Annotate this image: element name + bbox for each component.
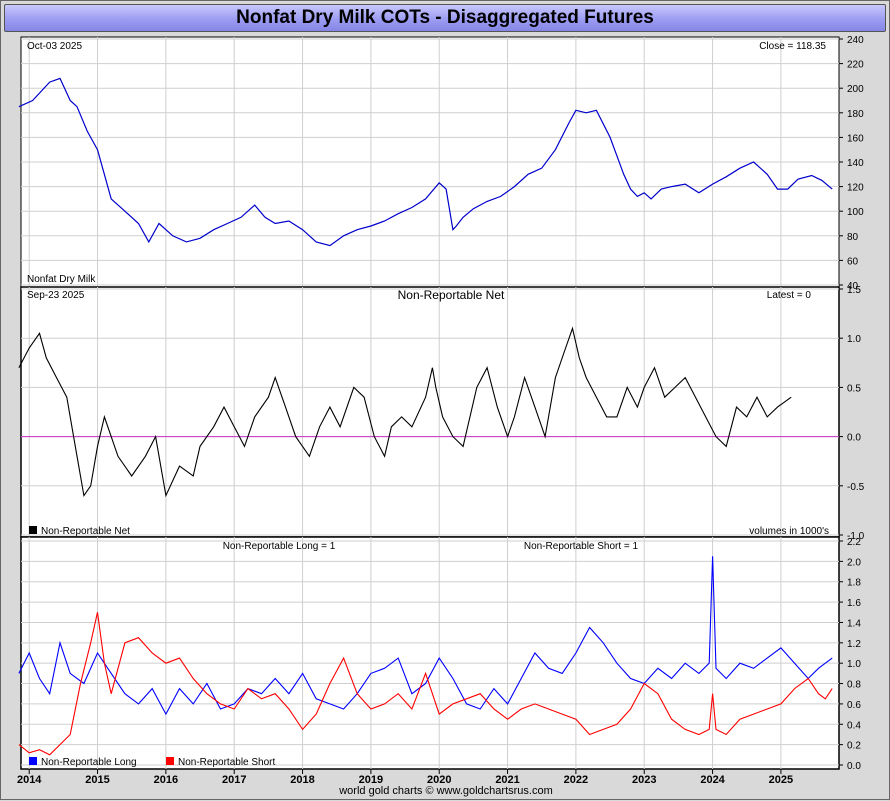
- y-tick-label: 0.5: [847, 383, 861, 394]
- x-tick-label: 2017: [222, 774, 246, 786]
- long-legend-swatch: [29, 757, 37, 765]
- y-tick-label: 80: [847, 232, 859, 243]
- y-tick-label: 1.0: [847, 659, 861, 670]
- long-short-grid: [21, 537, 839, 769]
- y-tick-label: 220: [847, 60, 864, 71]
- net-series-line: [18, 326, 792, 498]
- price-grid: [21, 37, 839, 287]
- y-tick-label: 0.0: [847, 761, 861, 772]
- y-tick-label: 60: [847, 256, 859, 267]
- y-tick-label: 0.6: [847, 700, 861, 711]
- y-tick-label: 240: [847, 35, 864, 46]
- net-panel-background: [20, 286, 840, 538]
- y-tick-label: 1.0: [847, 334, 861, 345]
- x-tick-label: 2024: [700, 774, 725, 786]
- net-units-label: volumes in 1000's: [749, 526, 829, 537]
- short-legend-swatch: [166, 757, 174, 765]
- price-panel: 40 60 80 100 120 140 160 180 200 220 240 Oct-03 20…: [18, 35, 864, 292]
- y-tick-label: 160: [847, 133, 864, 144]
- x-tick-label: 2016: [154, 774, 178, 786]
- net-panel-title: Non-Reportable Net: [398, 288, 505, 302]
- y-tick-label: 0.4: [847, 720, 861, 731]
- short-legend-label: Non-Reportable Short: [178, 757, 275, 768]
- x-axis: 2014 2015 2016 2017 2018 2019 2020 2021 2022 2023…: [17, 769, 793, 786]
- net-legend-label: Non-Reportable Net: [41, 526, 130, 537]
- net-latest-label: Latest = 0: [767, 290, 812, 301]
- chart-title: Nonfat Dry Milk COTs - Disaggregated Fut…: [4, 4, 886, 32]
- y-tick-label: 40: [847, 281, 859, 292]
- x-tick-label: 2015: [85, 774, 109, 786]
- net-date-label: Sep-23 2025: [27, 290, 85, 301]
- price-close-label: Close = 118.35: [759, 41, 826, 52]
- y-tick-label: -1.0: [847, 531, 865, 542]
- net-legend-swatch: [29, 526, 37, 534]
- x-tick-label: 2014: [17, 774, 42, 786]
- y-tick-label: 200: [847, 84, 864, 95]
- footer-credit: world gold charts © www.goldchartsrus.co…: [339, 785, 553, 797]
- net-panel: -1.0 -0.5 0.0 0.5 1.0 1.5 Sep-23 2025 Non-Rep…: [18, 285, 865, 542]
- y-tick-label: 1.6: [847, 598, 861, 609]
- x-tick-label: 2025: [769, 774, 793, 786]
- long-short-panel-background: [20, 536, 840, 770]
- y-tick-label: 120: [847, 183, 864, 194]
- y-tick-label: 1.5: [847, 285, 861, 296]
- x-tick-label: 2022: [564, 774, 588, 786]
- y-tick-label: 0.2: [847, 741, 861, 752]
- y-tick-label: 2.0: [847, 557, 861, 568]
- price-series-line: [18, 77, 833, 247]
- net-y-axis: -1.0 -0.5 0.0 0.5 1.0 1.5: [839, 285, 865, 542]
- x-tick-label: 2019: [359, 774, 383, 786]
- x-tick-label: 2023: [632, 774, 656, 786]
- price-series-label: Nonfat Dry Milk: [27, 274, 96, 285]
- y-tick-label: 140: [847, 158, 864, 169]
- y-tick-label: 0.0: [847, 433, 861, 444]
- y-tick-label: 1.2: [847, 639, 861, 650]
- y-tick-label: 180: [847, 109, 864, 120]
- long-short-y-axis: 0.0 0.2 0.4 0.6 0.8 1.0 1.2 1.4 1.6 1.8 2.0 2.2: [839, 537, 861, 772]
- x-tick-label: 2021: [495, 774, 519, 786]
- long-legend-label: Non-Reportable Long: [41, 757, 137, 768]
- x-tick-label: 2020: [427, 774, 451, 786]
- long-ratio-label: Non-Reportable Long = 1: [223, 541, 336, 552]
- y-tick-label: 2.2: [847, 537, 861, 548]
- price-y-axis: 40 60 80 100 120 140 160 180 200 220 240: [839, 35, 864, 292]
- long-short-panel: 0.0 0.2 0.4 0.6 0.8 1.0 1.2 1.4 1.6 1.8 2.0 2.2 Non…: [18, 536, 861, 772]
- price-date-label: Oct-03 2025: [27, 41, 82, 52]
- long-series-line: [18, 556, 833, 716]
- y-tick-label: 1.8: [847, 578, 861, 589]
- y-tick-label: 1.4: [847, 618, 861, 629]
- y-tick-label: 0.8: [847, 680, 861, 691]
- short-ratio-label: Non-Reportable Short = 1: [524, 541, 639, 552]
- short-series-line: [18, 612, 833, 756]
- y-tick-label: -0.5: [847, 482, 865, 493]
- x-tick-label: 2018: [290, 774, 314, 786]
- y-tick-label: 100: [847, 207, 864, 218]
